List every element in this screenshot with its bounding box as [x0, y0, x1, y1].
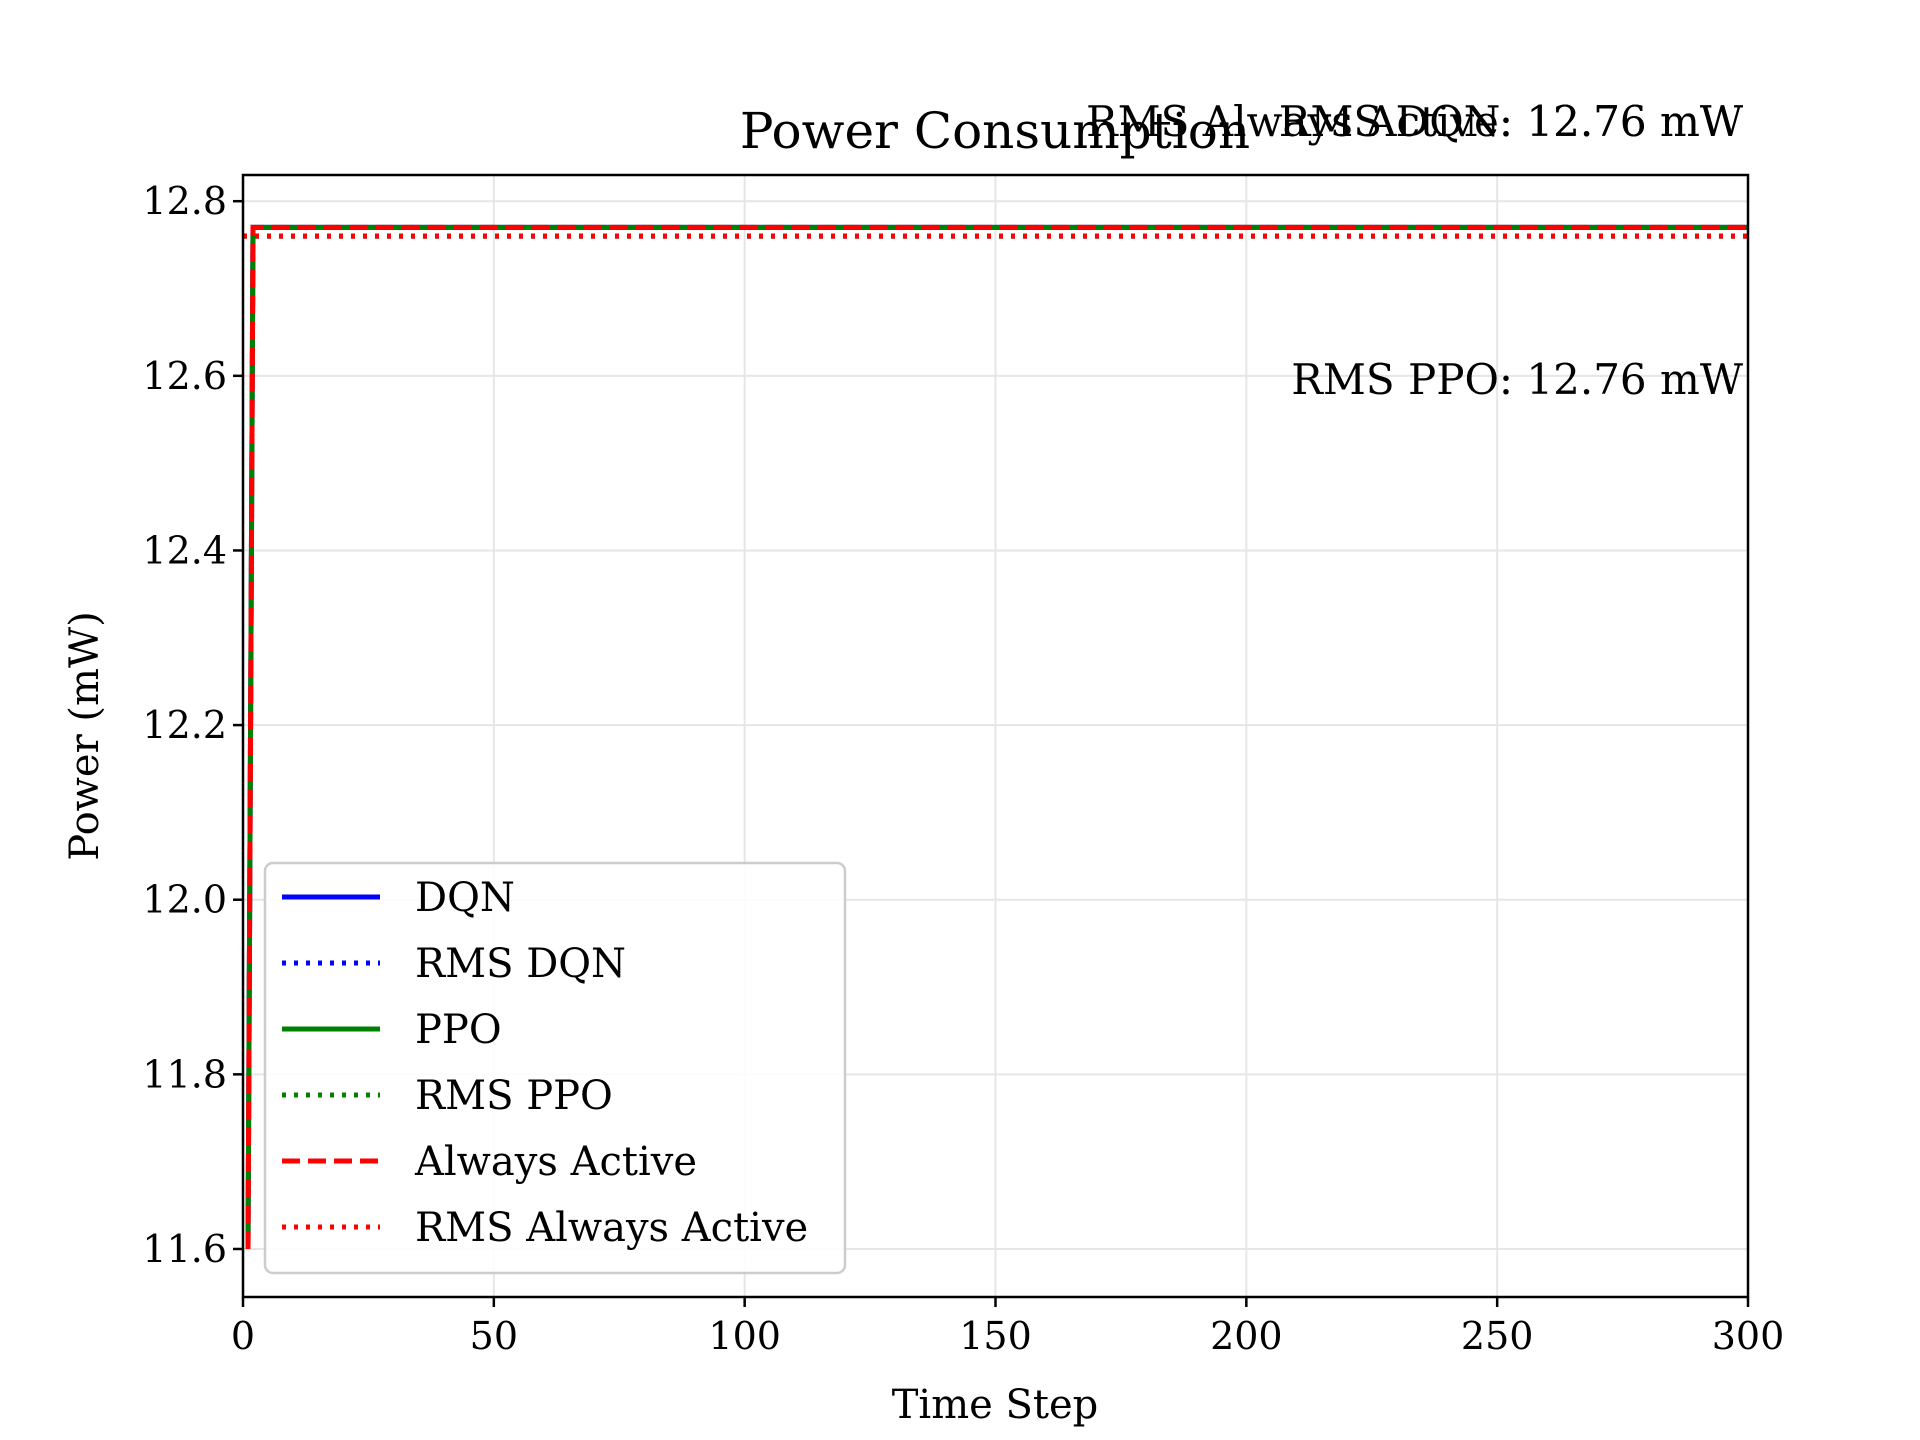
chart-title: Power Consumption	[740, 102, 1250, 160]
legend-label-3: RMS PPO	[415, 1073, 613, 1119]
x-axis-label: Time Step	[892, 1382, 1099, 1428]
annotation-rms-ppo: RMS PPO: 12.76 mW	[1291, 355, 1744, 404]
x-tick-label-0: 0	[231, 1314, 255, 1358]
series-layer	[243, 224, 1748, 1250]
legend-box	[263, 861, 847, 1275]
y-tick-label-2: 12.0	[142, 878, 227, 922]
annotation-rms-always-active: RMS Always Active: 12.76 mW	[1086, 97, 1744, 146]
legend-label-5: RMS Always Active	[415, 1205, 808, 1251]
x-tick-label-3: 150	[959, 1314, 1032, 1358]
y-tick-label-5: 12.6	[142, 354, 227, 398]
annotation-rms-dqn: RMS DQN: 12.76 mW	[1279, 97, 1744, 146]
x-tick-label-5: 250	[1461, 1314, 1534, 1358]
y-axis-label: Power (mW)	[62, 611, 108, 860]
legend: DQN RMS DQN PPO RMS PPO Always Active RMS Alw…	[263, 861, 847, 1275]
legend-label-4: Always Active	[414, 1139, 697, 1185]
legend-label-1: RMS DQN	[415, 941, 626, 987]
x-tick-label-1: 50	[470, 1314, 518, 1358]
grid-lines	[242, 175, 1749, 1297]
y-tick-label-0: 11.6	[142, 1227, 227, 1271]
series-line-always-active	[245, 224, 1748, 1250]
y-tick-label-6: 12.8	[142, 179, 227, 223]
x-tick-label-2: 100	[708, 1314, 781, 1358]
legend-label-0: DQN	[415, 875, 515, 921]
axis-ticks: 0 50 100 150 200 250 300 11.6 11.8 12.0 12.2 12.4 12…	[142, 179, 1784, 1358]
legend-label-2: PPO	[415, 1007, 502, 1053]
y-tick-label-1: 11.8	[142, 1052, 227, 1096]
x-tick-label-4: 200	[1210, 1314, 1283, 1358]
x-tick-label-6: 300	[1712, 1314, 1785, 1358]
y-tick-label-3: 12.2	[142, 703, 227, 747]
y-tick-label-4: 12.4	[142, 528, 227, 572]
